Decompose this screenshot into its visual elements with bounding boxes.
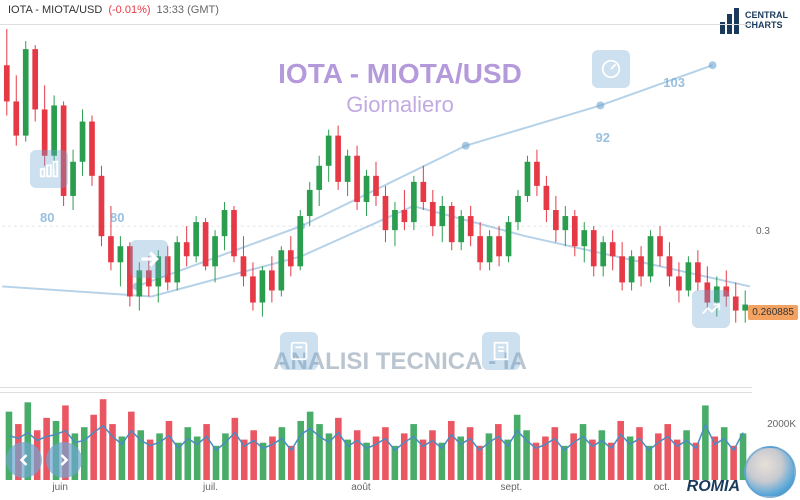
time-x-axis: juinjuil.aoûtsept.oct. <box>0 482 752 498</box>
nav-prev-button[interactable] <box>6 442 42 478</box>
wm-label-3: 103 <box>663 75 685 90</box>
watermark-calc-icon <box>280 332 318 370</box>
symbol-label: IOTA - MIOTA/USD <box>8 4 102 16</box>
watermark-doc-icon <box>482 332 520 370</box>
romia-label: ROMIA <box>687 478 740 496</box>
chart-header: IOTA - MIOTA/USD (-0.01%) 13:33 (GMT) <box>0 0 800 20</box>
avatar-icon[interactable] <box>744 446 796 498</box>
volume-y-label: 2000K <box>767 419 796 430</box>
time-label: 13:33 (GMT) <box>157 4 219 16</box>
wm-label-2: 92 <box>596 130 610 145</box>
wm-label-0: 80 <box>40 210 54 225</box>
wm-label-1: 80 <box>110 210 124 225</box>
watermark-arrow-icon <box>130 240 168 278</box>
volume-chart[interactable] <box>0 392 752 480</box>
watermark-subtitle: Giornaliero <box>346 92 454 118</box>
price-y-axis: 0.3 <box>752 24 800 388</box>
watermark-chart-icon <box>30 150 68 188</box>
change-label: (-0.01%) <box>108 4 150 16</box>
nav-next-button[interactable] <box>46 442 82 478</box>
watermark-trend-icon <box>692 290 730 328</box>
watermark-gauge-icon <box>592 50 630 88</box>
current-price-tag: 0.260885 <box>748 305 798 320</box>
nav-buttons <box>6 442 82 478</box>
watermark-title: IOTA - MIOTA/USD <box>278 58 522 90</box>
